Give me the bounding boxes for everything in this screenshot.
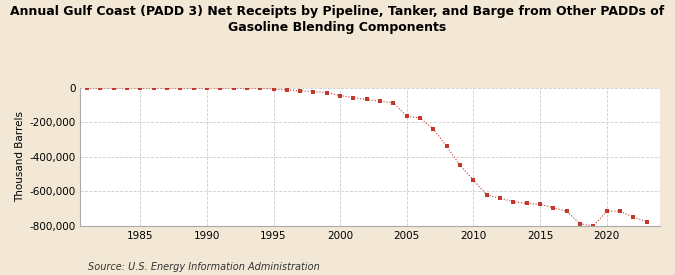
Text: Annual Gulf Coast (PADD 3) Net Receipts by Pipeline, Tanker, and Barge from Othe: Annual Gulf Coast (PADD 3) Net Receipts … (10, 6, 665, 34)
Text: Source: U.S. Energy Information Administration: Source: U.S. Energy Information Administ… (88, 262, 319, 272)
Y-axis label: Thousand Barrels: Thousand Barrels (15, 111, 25, 202)
